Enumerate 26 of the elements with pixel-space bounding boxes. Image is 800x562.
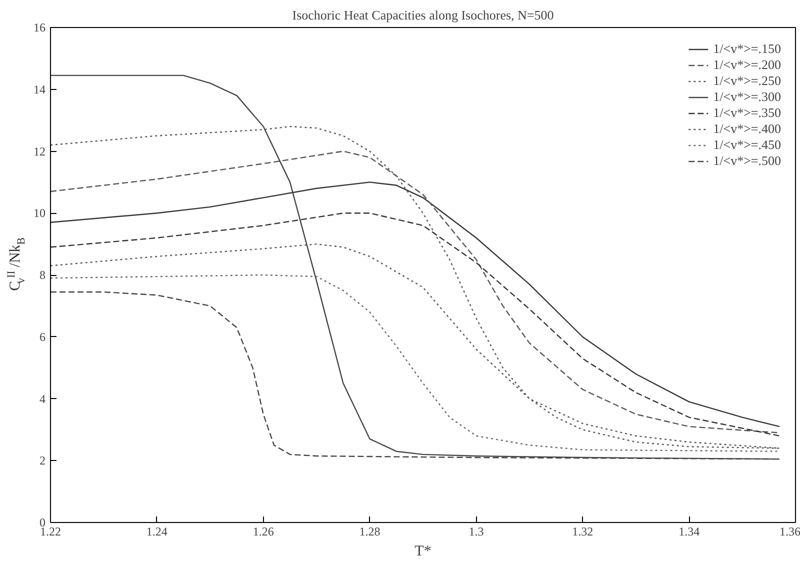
x-tick-label: 1.32 (572, 524, 594, 538)
x-tick-label: 1.26 (252, 524, 274, 538)
x-tick-label: 1.36 (780, 524, 800, 538)
x-axis-title: T* (414, 544, 432, 560)
y-tick-label: 14 (34, 82, 46, 96)
x-tick-label: 1.34 (678, 524, 700, 538)
legend-label: 1/<v*>=.500 (713, 153, 781, 169)
legend-label: 1/<v*>=.350 (713, 105, 781, 121)
legend-label: 1/<v*>=.200 (713, 57, 781, 73)
y-tick-label: 2 (40, 454, 46, 468)
x-tick-label: 1.3 (468, 524, 484, 538)
y-axis-title: CvII/NkB (6, 237, 28, 291)
y-tick-label: 8 (40, 268, 46, 282)
x-tick-label: 1.28 (359, 524, 380, 538)
legend-label: 1/<v*>=.400 (713, 121, 781, 137)
legend-label: 1/<v*>=.300 (713, 89, 781, 105)
legend-label: 1/<v*>=.250 (713, 73, 781, 89)
chart-title: Isochoric Heat Capacities along Isochores, N=500 (292, 8, 554, 22)
legend-label: 1/<v*>=.150 (713, 41, 781, 57)
y-tick-label: 4 (40, 392, 46, 406)
y-tick-label: 16 (34, 20, 46, 34)
legend-label: 1/<v*>=.450 (713, 137, 781, 153)
y-tick-label: 10 (34, 206, 46, 220)
y-tick-label: 6 (40, 330, 46, 344)
x-tick-label: 1.24 (146, 524, 168, 538)
y-tick-label: 12 (34, 144, 46, 158)
